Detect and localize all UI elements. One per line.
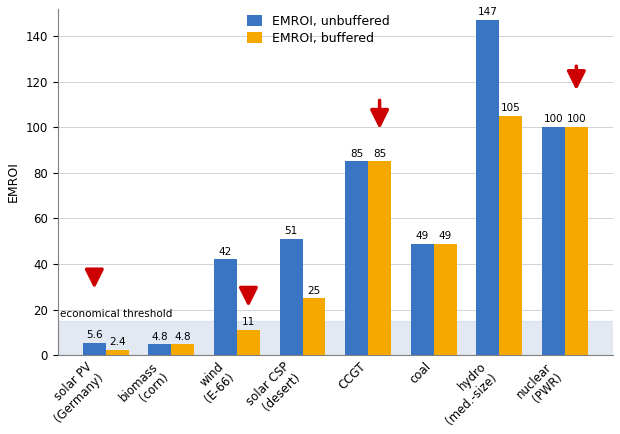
Bar [345, 161, 368, 355]
Text: 49: 49 [438, 231, 452, 241]
Text: 51: 51 [285, 226, 298, 236]
Bar [171, 344, 194, 355]
Text: economical threshold: economical threshold [60, 309, 173, 319]
Bar [410, 243, 434, 355]
Text: 11: 11 [242, 317, 255, 328]
Bar [476, 20, 499, 355]
Bar [237, 330, 260, 355]
Text: 147: 147 [478, 7, 498, 17]
Text: 105: 105 [501, 103, 521, 113]
Text: 25: 25 [308, 286, 321, 296]
Text: 85: 85 [373, 149, 386, 159]
Bar [499, 116, 522, 355]
Text: 100: 100 [567, 115, 586, 125]
Bar [542, 127, 565, 355]
Text: 2.4: 2.4 [109, 337, 126, 347]
Bar [565, 127, 588, 355]
Bar [280, 239, 303, 355]
Bar [303, 298, 326, 355]
Bar [434, 243, 457, 355]
Bar [214, 260, 237, 355]
Text: 42: 42 [219, 247, 232, 257]
Bar [106, 350, 129, 355]
Text: 4.8: 4.8 [175, 332, 191, 342]
Legend: EMROI, unbuffered, EMROI, buffered: EMROI, unbuffered, EMROI, buffered [247, 15, 390, 45]
Text: 100: 100 [544, 115, 563, 125]
Y-axis label: EMROI: EMROI [7, 161, 20, 202]
Bar [58, 321, 613, 355]
Text: 5.6: 5.6 [86, 330, 103, 340]
Text: 49: 49 [415, 231, 429, 241]
Bar [148, 344, 171, 355]
Text: 4.8: 4.8 [151, 332, 168, 342]
Bar [83, 342, 106, 355]
Bar [368, 161, 391, 355]
Text: 85: 85 [350, 149, 363, 159]
